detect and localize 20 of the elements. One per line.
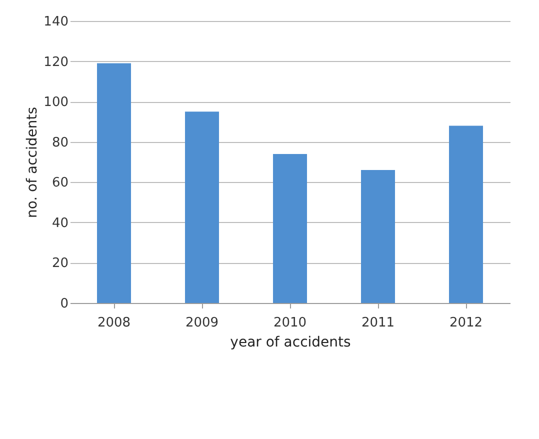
y-tick-label: 20 <box>52 256 68 272</box>
y-tick-label: 100 <box>44 95 68 110</box>
x-axis-title: year of accidents <box>230 334 351 350</box>
bar <box>361 170 395 303</box>
y-tick-label: 140 <box>44 14 68 30</box>
y-tick-label: 40 <box>52 216 68 231</box>
x-tick-label: 2012 <box>449 316 483 330</box>
x-tick-label: 2010 <box>273 316 307 330</box>
y-tick-label: 120 <box>44 54 68 70</box>
y-axis-title: no. of accidents <box>24 106 41 218</box>
bar <box>97 63 131 303</box>
y-tick-label: 60 <box>52 176 68 191</box>
y-tick-label: 0 <box>60 296 68 312</box>
bar <box>185 112 219 303</box>
bar <box>273 154 307 303</box>
y-tick-label: 80 <box>52 135 68 150</box>
bar <box>449 126 483 303</box>
x-tick-label: 2008 <box>97 316 131 330</box>
x-tick-label: 2009 <box>185 316 219 330</box>
x-tick-label: 2011 <box>361 316 395 330</box>
